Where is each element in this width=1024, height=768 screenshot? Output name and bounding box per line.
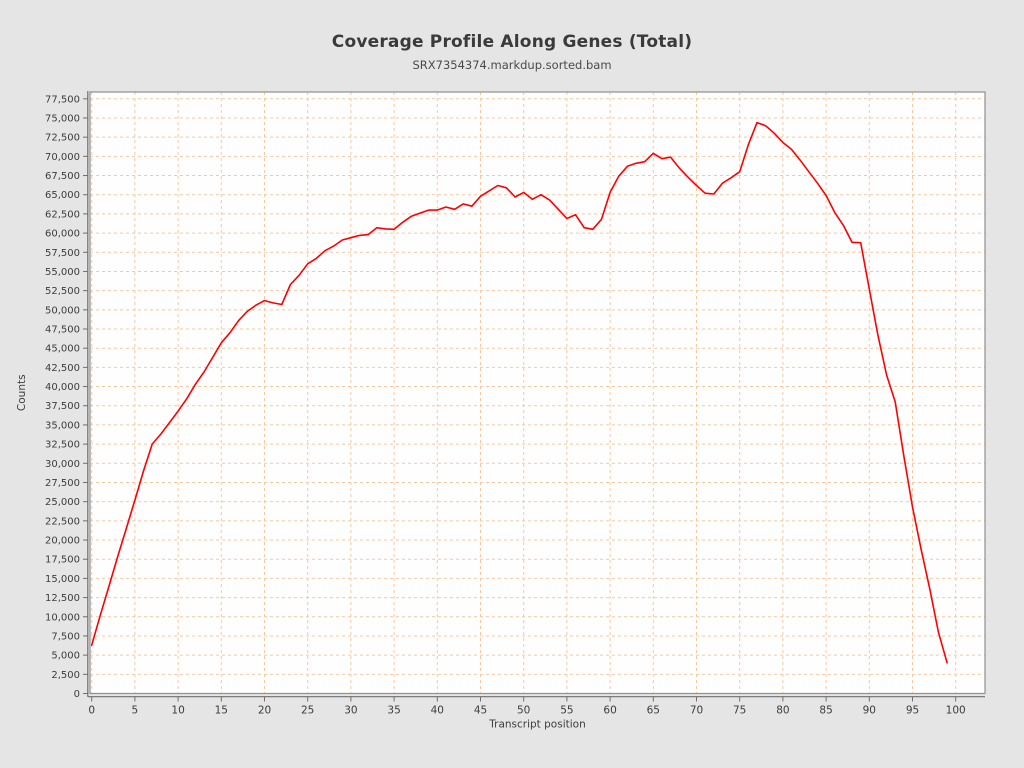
y-tick-label: 0 xyxy=(74,689,80,700)
y-tick-label: 55,000 xyxy=(45,267,80,278)
x-tick-label: 90 xyxy=(863,705,876,717)
y-tick-label: 47,500 xyxy=(45,325,80,336)
y-tick-label: 30,000 xyxy=(45,459,80,470)
x-axis-title: Transcript position xyxy=(488,719,585,731)
x-tick-label: 75 xyxy=(733,705,746,717)
plot-frame xyxy=(89,91,986,695)
x-tick-label: 80 xyxy=(776,705,789,717)
y-tick-label: 72,500 xyxy=(45,133,80,144)
x-tick-label: 85 xyxy=(819,705,832,717)
y-tick-label: 35,000 xyxy=(45,420,80,431)
y-axis-title: Counts xyxy=(16,374,28,411)
coverage-line xyxy=(90,121,948,664)
plot-area xyxy=(90,92,985,694)
x-tick-label: 0 xyxy=(88,705,95,717)
y-tick-label: 5,000 xyxy=(51,651,80,662)
y-tick-label: 12,500 xyxy=(45,593,80,604)
x-tick-label: 5 xyxy=(132,705,139,717)
x-tick-label: 100 xyxy=(946,705,966,717)
y-tick-label: 70,000 xyxy=(45,152,80,163)
y-tick-label: 17,500 xyxy=(45,555,80,566)
x-tick-label: 40 xyxy=(431,705,444,717)
x-tick-label: 20 xyxy=(258,705,271,717)
y-tick-label: 75,000 xyxy=(45,113,80,124)
x-tick-label: 25 xyxy=(301,705,314,717)
chart-subtitle: SRX7354374.markdup.sorted.bam xyxy=(412,58,612,72)
y-tick-label: 32,500 xyxy=(45,440,80,451)
x-tick-label: 35 xyxy=(387,705,400,717)
y-tick-label: 65,000 xyxy=(45,190,80,201)
y-tick-label: 7,500 xyxy=(51,631,80,642)
y-tick-label: 25,000 xyxy=(45,497,80,508)
y-tick-label: 42,500 xyxy=(45,363,80,374)
y-tick-label: 57,500 xyxy=(45,248,80,259)
x-tick-label: 95 xyxy=(906,705,919,717)
y-tick-label: 37,500 xyxy=(45,401,80,412)
y-tick-label: 62,500 xyxy=(45,209,80,220)
y-tick-label: 77,500 xyxy=(45,94,80,105)
x-tick-label: 10 xyxy=(171,705,184,717)
x-tick-label: 50 xyxy=(517,705,530,717)
y-tick-label: 67,500 xyxy=(45,171,80,182)
x-tick-label: 70 xyxy=(690,705,703,717)
y-tick-label: 2,500 xyxy=(51,670,80,681)
y-tick-label: 45,000 xyxy=(45,344,80,355)
x-tick-label: 55 xyxy=(560,705,573,717)
y-tick-label: 15,000 xyxy=(45,574,80,585)
y-tick-label: 27,500 xyxy=(45,478,80,489)
x-tick-label: 30 xyxy=(344,705,357,717)
x-tick-label: 45 xyxy=(474,705,487,717)
x-tick-label: 15 xyxy=(215,705,228,717)
x-tick-label: 60 xyxy=(603,705,616,717)
y-tick-label: 40,000 xyxy=(45,382,80,393)
y-tick-label: 10,000 xyxy=(45,612,80,623)
y-tick-label: 22,500 xyxy=(45,516,80,527)
y-tick-label: 20,000 xyxy=(45,536,80,547)
y-tick-label: 60,000 xyxy=(45,229,80,240)
y-tick-label: 52,500 xyxy=(45,286,80,297)
y-tick-label: 50,000 xyxy=(45,305,80,316)
x-tick-label: 65 xyxy=(647,705,660,717)
chart-title: Coverage Profile Along Genes (Total) xyxy=(331,32,693,52)
